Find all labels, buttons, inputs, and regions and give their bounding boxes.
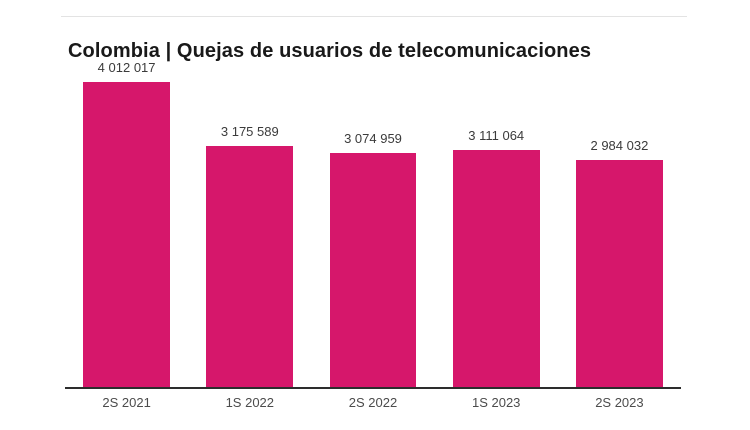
bar [329, 153, 417, 387]
x-tick-label: 2S 2023 [595, 395, 644, 410]
x-tick-label: 2S 2022 [348, 395, 398, 410]
bar [575, 160, 663, 387]
bar-value-label: 2 984 032 [590, 138, 649, 153]
bar-value-label: 3 111 064 [468, 128, 525, 143]
x-tick-label: 1S 2022 [225, 395, 275, 410]
bar-column: 4 012 017 [65, 59, 188, 387]
bar [452, 150, 540, 387]
bar [83, 82, 171, 387]
bar [206, 146, 294, 387]
bar-column: 3 111 064 [435, 59, 558, 387]
plot-area: 4 012 017 3 175 589 3 074 959 3 111 064 2 98… [65, 59, 681, 389]
x-tick-label: 1S 2023 [471, 395, 521, 410]
bar-value-label: 3 074 959 [344, 131, 402, 146]
bar-column: 3 074 959 [311, 59, 434, 387]
x-axis-ticks: 2S 2021 1S 2022 2S 2022 1S 2023 2S 2023 [65, 395, 681, 410]
bar-value-label: 3 175 589 [220, 124, 279, 139]
chart-title: Colombia | Quejas de usuarios de telecom… [68, 40, 592, 63]
bar-column: 3 175 589 [188, 59, 311, 387]
x-tick-label: 2S 2021 [102, 395, 151, 410]
bar-column: 2 984 032 [558, 59, 681, 387]
bar-value-label: 4 012 017 [97, 60, 156, 75]
top-divider-line [61, 16, 687, 17]
